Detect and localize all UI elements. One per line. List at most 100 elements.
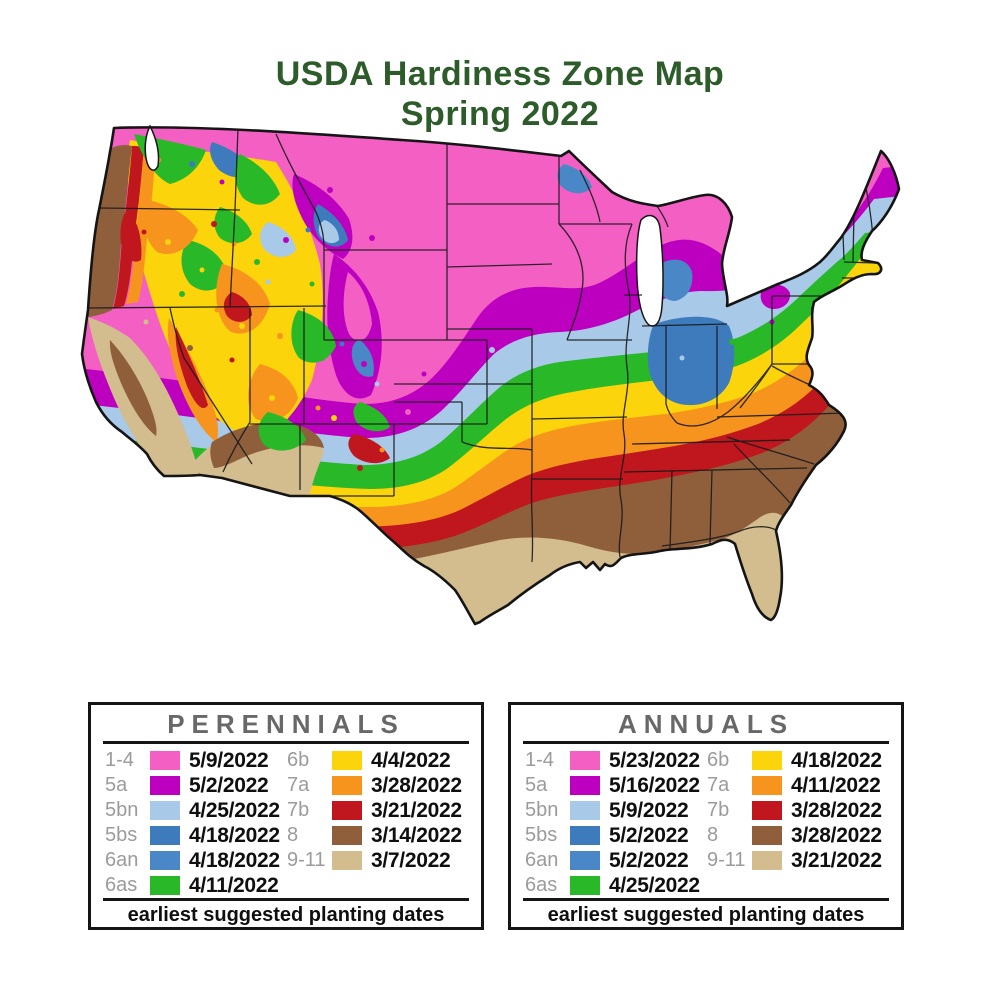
- planting-date: 3/14/2022: [371, 823, 462, 847]
- legend-row-zone-1-4: 1-4 5/9/2022: [105, 748, 287, 773]
- patch-central-valley-brown: [109, 340, 157, 436]
- map-speckle: [315, 405, 321, 411]
- patch-sierra-red: [175, 327, 208, 409]
- planting-date: 4/18/2022: [189, 823, 280, 847]
- planting-date: 3/28/2022: [791, 823, 882, 847]
- patch-idaho-green: [214, 207, 252, 244]
- map-speckle: [143, 319, 149, 325]
- map-speckle: [187, 345, 193, 351]
- zone-label: 5bn: [525, 799, 559, 821]
- patch-colorado-south-purple: [328, 402, 368, 436]
- planting-date: 4/4/2022: [371, 748, 451, 772]
- map-speckle: [164, 169, 170, 175]
- map-speckle: [297, 371, 303, 377]
- page-title-line2: Spring 2022: [400, 95, 600, 134]
- map-speckle: [379, 447, 385, 453]
- annuals-legend-grid: 1-4 5/23/2022 5a 5/16/2022 5bn 5/9/2022 5bs 5/2…: [523, 744, 889, 898]
- zone-color-swatch: [570, 801, 600, 820]
- zone-label: 6an: [525, 849, 559, 871]
- perennials-legend: PERENNIALS 1-4 5/9/2022 5a 5/2/2022 5bn 4/25/…: [88, 702, 484, 930]
- map-speckle: [179, 291, 185, 297]
- planting-date: 4/25/2022: [189, 798, 280, 822]
- planting-date: 3/21/2022: [371, 798, 462, 822]
- legend-row-zone-7b: 7b 3/28/2022: [707, 798, 889, 823]
- legend-row-zone-5a: 5a 5/16/2022: [525, 773, 707, 798]
- patch-colorado-blue: [351, 340, 374, 377]
- map-speckle: [231, 241, 237, 247]
- zone-color-swatch: [752, 751, 782, 770]
- us-hardiness-zone-map: [80, 124, 901, 626]
- planting-date: 4/11/2022: [791, 773, 881, 797]
- planting-date: 4/11/2022: [189, 873, 279, 897]
- zone-label: 7a: [707, 774, 730, 796]
- zone-color-swatch: [752, 826, 782, 845]
- planting-date: 5/2/2022: [609, 823, 689, 847]
- map-speckle: [357, 465, 363, 471]
- zone-color-swatch: [570, 876, 600, 895]
- zone-color-swatch: [150, 801, 180, 820]
- puget-sound: [144, 124, 160, 171]
- legend-column: 1-4 5/23/2022 5a 5/16/2022 5bn 5/9/2022 5bs 5/2…: [525, 748, 707, 898]
- perennials-legend-footer: earliest suggested planting dates: [127, 904, 445, 926]
- zone-label: 1-4: [105, 749, 134, 771]
- patch-idaho-lightblue: [260, 222, 296, 258]
- map-speckle: [729, 339, 735, 345]
- map-speckle: [339, 341, 345, 347]
- zone-label: 5bs: [525, 824, 558, 846]
- patch-michigan-blue: [657, 259, 693, 301]
- zone-color-swatch: [752, 851, 782, 870]
- zone-color-swatch: [332, 751, 362, 770]
- map-speckle: [374, 381, 380, 387]
- map-speckle: [489, 347, 495, 353]
- zone-label: 6as: [105, 874, 138, 896]
- patch-oregon-orange: [143, 200, 198, 254]
- legend-row-zone-5bn: 5bn 5/9/2022: [525, 798, 707, 823]
- zone-color-swatch: [332, 776, 362, 795]
- patch-ny-purple: [760, 284, 791, 309]
- patch-wyoming-pink: [343, 272, 372, 341]
- map-speckle: [361, 361, 367, 367]
- zone-color-swatch: [150, 876, 180, 895]
- planting-date: 4/18/2022: [189, 848, 280, 872]
- legend-row-zone-5a: 5a 5/2/2022: [105, 773, 287, 798]
- planting-date: 5/9/2022: [609, 798, 689, 822]
- map-speckle: [369, 235, 375, 241]
- zone-color-swatch: [150, 776, 180, 795]
- zone-label: 9-11: [287, 849, 326, 871]
- map-speckle: [305, 227, 311, 233]
- western-mottle: [85, 134, 791, 496]
- zone-label: 8: [707, 824, 719, 846]
- legend-row-zone-5bs: 5bs 4/18/2022: [105, 823, 287, 848]
- zone-label: 6as: [525, 874, 558, 896]
- map-speckle: [331, 415, 337, 421]
- legend-row-zone-6an: 6an 5/2/2022: [525, 848, 707, 873]
- divider: [103, 898, 469, 901]
- map-speckle: [679, 355, 685, 361]
- annuals-legend: ANNUALS 1-4 5/23/2022 5a 5/16/2022 5bn 5/9/20…: [508, 702, 904, 930]
- zone-color-swatch: [752, 801, 782, 820]
- us-outline: [80, 126, 901, 626]
- map-speckle: [589, 367, 595, 373]
- legend-row-zone-8: 8 3/14/2022: [287, 823, 469, 848]
- map-speckle: [265, 279, 271, 285]
- planting-date: 3/21/2022: [791, 848, 882, 872]
- divider: [523, 898, 889, 901]
- patch-utah-az-orange: [248, 364, 298, 422]
- map-speckle: [283, 237, 289, 243]
- zone-color-swatch: [332, 801, 362, 820]
- legend-column: 1-4 5/9/2022 5a 5/2/2022 5bn 4/25/2022 5bs 4/18…: [105, 748, 287, 898]
- planting-date: 5/2/2022: [609, 848, 689, 872]
- patch-soregon-red: [120, 208, 142, 262]
- zone-color-swatch: [150, 826, 180, 845]
- planting-date: 3/7/2022: [371, 848, 451, 872]
- planting-date: 3/28/2022: [791, 798, 882, 822]
- legend-row-zone-7a: 7a 3/28/2022: [287, 773, 469, 798]
- water-bodies: [144, 124, 664, 327]
- map-speckle: [327, 187, 333, 193]
- planting-date: 5/16/2022: [609, 773, 700, 797]
- legend-row-zone-6b: 6b 4/18/2022: [707, 748, 889, 773]
- zone-label: 5bs: [105, 824, 138, 846]
- map-speckle: [214, 307, 220, 313]
- map-speckle: [211, 221, 217, 227]
